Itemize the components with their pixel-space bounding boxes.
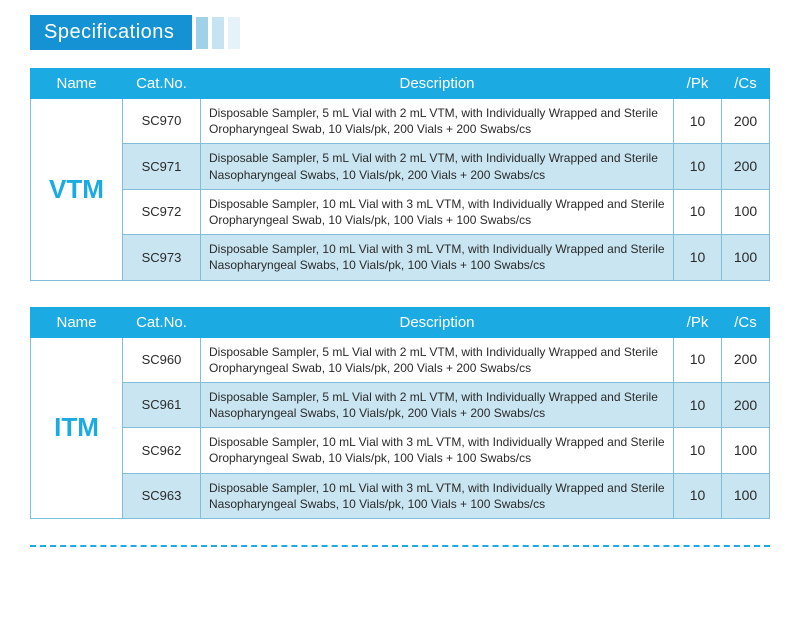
tables-container: NameCat.No.Description/Pk/CsVTMSC970Disp… (30, 68, 770, 519)
column-header-name: Name (31, 69, 123, 99)
group-name: ITM (31, 337, 123, 519)
table-row: SC972Disposable Sampler, 10 mL Vial with… (31, 189, 770, 234)
group-name: VTM (31, 99, 123, 281)
stripe-decoration (228, 17, 240, 49)
column-header-cat: Cat.No. (123, 69, 201, 99)
description: Disposable Sampler, 5 mL Vial with 2 mL … (201, 382, 674, 427)
description: Disposable Sampler, 10 mL Vial with 3 mL… (201, 235, 674, 280)
table-row: SC963Disposable Sampler, 10 mL Vial with… (31, 473, 770, 518)
cat-number: SC963 (123, 473, 201, 518)
per-pack: 10 (674, 189, 722, 234)
description: Disposable Sampler, 5 mL Vial with 2 mL … (201, 144, 674, 189)
column-header-cs: /Cs (722, 69, 770, 99)
per-pack: 10 (674, 382, 722, 427)
cat-number: SC962 (123, 428, 201, 473)
description: Disposable Sampler, 5 mL Vial with 2 mL … (201, 337, 674, 382)
per-case: 100 (722, 473, 770, 518)
per-case: 200 (722, 382, 770, 427)
page-title: Specifications (30, 15, 192, 50)
header: Specifications (30, 15, 770, 50)
column-header-name: Name (31, 307, 123, 337)
description: Disposable Sampler, 10 mL Vial with 3 mL… (201, 189, 674, 234)
per-pack: 10 (674, 235, 722, 280)
spec-table: NameCat.No.Description/Pk/CsVTMSC970Disp… (30, 68, 770, 281)
per-pack: 10 (674, 428, 722, 473)
table-row: ITMSC960Disposable Sampler, 5 mL Vial wi… (31, 337, 770, 382)
per-case: 200 (722, 99, 770, 144)
per-pack: 10 (674, 144, 722, 189)
column-header-pk: /Pk (674, 307, 722, 337)
per-case: 100 (722, 189, 770, 234)
stripe-decoration (212, 17, 224, 49)
table-row: SC962Disposable Sampler, 10 mL Vial with… (31, 428, 770, 473)
cat-number: SC961 (123, 382, 201, 427)
table-row: VTMSC970Disposable Sampler, 5 mL Vial wi… (31, 99, 770, 144)
cat-number: SC973 (123, 235, 201, 280)
cat-number: SC970 (123, 99, 201, 144)
column-header-cat: Cat.No. (123, 307, 201, 337)
column-header-desc: Description (201, 307, 674, 337)
dashed-separator (30, 545, 770, 547)
description: Disposable Sampler, 10 mL Vial with 3 mL… (201, 428, 674, 473)
stripe-decoration (196, 17, 208, 49)
table-row: SC973Disposable Sampler, 10 mL Vial with… (31, 235, 770, 280)
description: Disposable Sampler, 10 mL Vial with 3 mL… (201, 473, 674, 518)
spec-table: NameCat.No.Description/Pk/CsITMSC960Disp… (30, 307, 770, 520)
cat-number: SC972 (123, 189, 201, 234)
per-case: 200 (722, 337, 770, 382)
per-pack: 10 (674, 473, 722, 518)
per-case: 200 (722, 144, 770, 189)
cat-number: SC971 (123, 144, 201, 189)
table-row: SC961Disposable Sampler, 5 mL Vial with … (31, 382, 770, 427)
table-row: SC971Disposable Sampler, 5 mL Vial with … (31, 144, 770, 189)
description: Disposable Sampler, 5 mL Vial with 2 mL … (201, 99, 674, 144)
per-pack: 10 (674, 99, 722, 144)
column-header-pk: /Pk (674, 69, 722, 99)
per-case: 100 (722, 235, 770, 280)
cat-number: SC960 (123, 337, 201, 382)
per-case: 100 (722, 428, 770, 473)
per-pack: 10 (674, 337, 722, 382)
column-header-cs: /Cs (722, 307, 770, 337)
column-header-desc: Description (201, 69, 674, 99)
